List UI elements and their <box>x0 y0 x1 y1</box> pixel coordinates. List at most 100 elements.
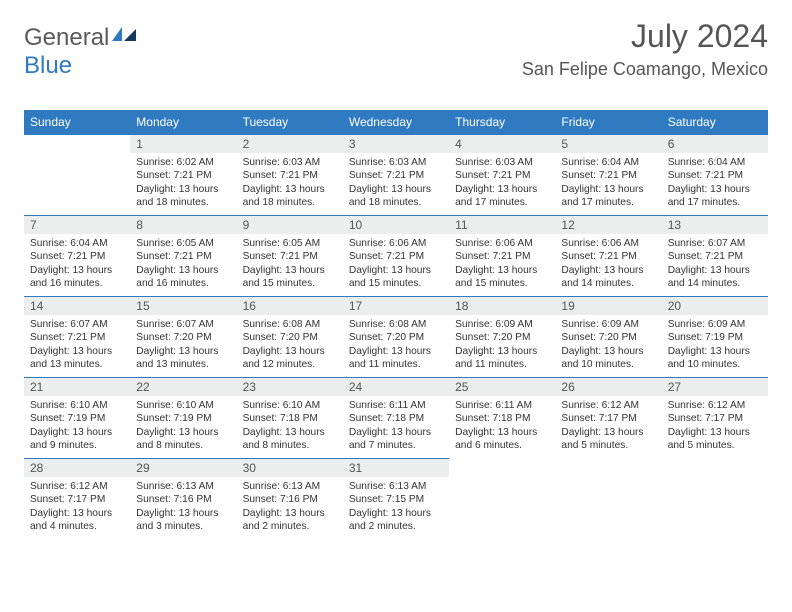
day-body: Sunrise: 6:08 AMSunset: 7:20 PMDaylight:… <box>237 315 343 377</box>
sunset-text: Sunset: 7:21 PM <box>349 169 443 182</box>
day-number: 29 <box>130 459 236 477</box>
day-body: Sunrise: 6:12 AMSunset: 7:17 PMDaylight:… <box>662 396 768 458</box>
day-number: 15 <box>130 297 236 315</box>
sunrise-text: Sunrise: 6:07 AM <box>30 318 124 331</box>
calendar-cell: 3Sunrise: 6:03 AMSunset: 7:21 PMDaylight… <box>343 135 449 216</box>
sunset-text: Sunset: 7:17 PM <box>668 412 762 425</box>
calendar-row: 14Sunrise: 6:07 AMSunset: 7:21 PMDayligh… <box>24 297 768 378</box>
day-body: Sunrise: 6:12 AMSunset: 7:17 PMDaylight:… <box>24 477 130 539</box>
sunrise-text: Sunrise: 6:07 AM <box>668 237 762 250</box>
calendar-cell: 16Sunrise: 6:08 AMSunset: 7:20 PMDayligh… <box>237 297 343 378</box>
weekday-header: Wednesday <box>343 110 449 135</box>
daylight-text: Daylight: 13 hours and 18 minutes. <box>243 183 337 210</box>
calendar-cell: 8Sunrise: 6:05 AMSunset: 7:21 PMDaylight… <box>130 216 236 297</box>
calendar-cell: 15Sunrise: 6:07 AMSunset: 7:20 PMDayligh… <box>130 297 236 378</box>
sunrise-text: Sunrise: 6:10 AM <box>30 399 124 412</box>
day-number: 25 <box>449 378 555 396</box>
day-body: Sunrise: 6:02 AMSunset: 7:21 PMDaylight:… <box>130 153 236 215</box>
day-number: 16 <box>237 297 343 315</box>
calendar-cell: 6Sunrise: 6:04 AMSunset: 7:21 PMDaylight… <box>662 135 768 216</box>
day-body: Sunrise: 6:04 AMSunset: 7:21 PMDaylight:… <box>555 153 661 215</box>
sunset-text: Sunset: 7:21 PM <box>455 250 549 263</box>
weekday-header: Saturday <box>662 110 768 135</box>
day-number: 23 <box>237 378 343 396</box>
day-number: 18 <box>449 297 555 315</box>
sunset-text: Sunset: 7:18 PM <box>243 412 337 425</box>
day-number: 4 <box>449 135 555 153</box>
day-number: 7 <box>24 216 130 234</box>
calendar-cell: 29Sunrise: 6:13 AMSunset: 7:16 PMDayligh… <box>130 459 236 540</box>
day-body: Sunrise: 6:07 AMSunset: 7:21 PMDaylight:… <box>24 315 130 377</box>
day-body: Sunrise: 6:09 AMSunset: 7:19 PMDaylight:… <box>662 315 768 377</box>
sunrise-text: Sunrise: 6:05 AM <box>136 237 230 250</box>
calendar-row: 21Sunrise: 6:10 AMSunset: 7:19 PMDayligh… <box>24 378 768 459</box>
daylight-text: Daylight: 13 hours and 6 minutes. <box>455 426 549 453</box>
day-number: 8 <box>130 216 236 234</box>
calendar-cell: 13Sunrise: 6:07 AMSunset: 7:21 PMDayligh… <box>662 216 768 297</box>
daylight-text: Daylight: 13 hours and 7 minutes. <box>349 426 443 453</box>
calendar-cell: 23Sunrise: 6:10 AMSunset: 7:18 PMDayligh… <box>237 378 343 459</box>
day-number: 27 <box>662 378 768 396</box>
weekday-header: Thursday <box>449 110 555 135</box>
calendar-cell <box>24 135 130 216</box>
sunset-text: Sunset: 7:18 PM <box>349 412 443 425</box>
sunrise-text: Sunrise: 6:09 AM <box>668 318 762 331</box>
day-number: 6 <box>662 135 768 153</box>
daylight-text: Daylight: 13 hours and 11 minutes. <box>455 345 549 372</box>
calendar-cell <box>555 459 661 540</box>
day-number: 2 <box>237 135 343 153</box>
daylight-text: Daylight: 13 hours and 8 minutes. <box>136 426 230 453</box>
daylight-text: Daylight: 13 hours and 14 minutes. <box>668 264 762 291</box>
sunrise-text: Sunrise: 6:06 AM <box>561 237 655 250</box>
sunrise-text: Sunrise: 6:09 AM <box>455 318 549 331</box>
day-number: 31 <box>343 459 449 477</box>
daylight-text: Daylight: 13 hours and 16 minutes. <box>30 264 124 291</box>
daylight-text: Daylight: 13 hours and 2 minutes. <box>243 507 337 534</box>
calendar-cell: 4Sunrise: 6:03 AMSunset: 7:21 PMDaylight… <box>449 135 555 216</box>
day-number: 14 <box>24 297 130 315</box>
sunset-text: Sunset: 7:16 PM <box>243 493 337 506</box>
sunrise-text: Sunrise: 6:04 AM <box>561 156 655 169</box>
calendar-cell: 25Sunrise: 6:11 AMSunset: 7:18 PMDayligh… <box>449 378 555 459</box>
sunset-text: Sunset: 7:17 PM <box>30 493 124 506</box>
sunrise-text: Sunrise: 6:12 AM <box>30 480 124 493</box>
day-number: 1 <box>130 135 236 153</box>
day-number: 19 <box>555 297 661 315</box>
day-body: Sunrise: 6:13 AMSunset: 7:16 PMDaylight:… <box>237 477 343 539</box>
daylight-text: Daylight: 13 hours and 15 minutes. <box>349 264 443 291</box>
sunrise-text: Sunrise: 6:06 AM <box>349 237 443 250</box>
sunrise-text: Sunrise: 6:04 AM <box>668 156 762 169</box>
sunset-text: Sunset: 7:19 PM <box>30 412 124 425</box>
day-number: 20 <box>662 297 768 315</box>
sunrise-text: Sunrise: 6:04 AM <box>30 237 124 250</box>
daylight-text: Daylight: 13 hours and 8 minutes. <box>243 426 337 453</box>
sunrise-text: Sunrise: 6:03 AM <box>455 156 549 169</box>
sunset-text: Sunset: 7:21 PM <box>561 250 655 263</box>
day-number: 21 <box>24 378 130 396</box>
daylight-text: Daylight: 13 hours and 15 minutes. <box>243 264 337 291</box>
sunset-text: Sunset: 7:19 PM <box>136 412 230 425</box>
sunset-text: Sunset: 7:18 PM <box>455 412 549 425</box>
day-body: Sunrise: 6:05 AMSunset: 7:21 PMDaylight:… <box>237 234 343 296</box>
calendar-cell: 9Sunrise: 6:05 AMSunset: 7:21 PMDaylight… <box>237 216 343 297</box>
sunset-text: Sunset: 7:21 PM <box>136 169 230 182</box>
day-number: 24 <box>343 378 449 396</box>
daylight-text: Daylight: 13 hours and 13 minutes. <box>136 345 230 372</box>
sunrise-text: Sunrise: 6:13 AM <box>243 480 337 493</box>
day-body: Sunrise: 6:07 AMSunset: 7:20 PMDaylight:… <box>130 315 236 377</box>
day-body: Sunrise: 6:13 AMSunset: 7:16 PMDaylight:… <box>130 477 236 539</box>
sunset-text: Sunset: 7:20 PM <box>455 331 549 344</box>
calendar-cell: 26Sunrise: 6:12 AMSunset: 7:17 PMDayligh… <box>555 378 661 459</box>
sunset-text: Sunset: 7:21 PM <box>136 250 230 263</box>
day-number: 17 <box>343 297 449 315</box>
sunrise-text: Sunrise: 6:09 AM <box>561 318 655 331</box>
day-number: 22 <box>130 378 236 396</box>
sunset-text: Sunset: 7:19 PM <box>668 331 762 344</box>
calendar-cell: 24Sunrise: 6:11 AMSunset: 7:18 PMDayligh… <box>343 378 449 459</box>
daylight-text: Daylight: 13 hours and 2 minutes. <box>349 507 443 534</box>
day-body: Sunrise: 6:06 AMSunset: 7:21 PMDaylight:… <box>343 234 449 296</box>
calendar-row: 28Sunrise: 6:12 AMSunset: 7:17 PMDayligh… <box>24 459 768 540</box>
daylight-text: Daylight: 13 hours and 17 minutes. <box>455 183 549 210</box>
calendar-table: Sunday Monday Tuesday Wednesday Thursday… <box>24 110 768 539</box>
sunset-text: Sunset: 7:21 PM <box>561 169 655 182</box>
